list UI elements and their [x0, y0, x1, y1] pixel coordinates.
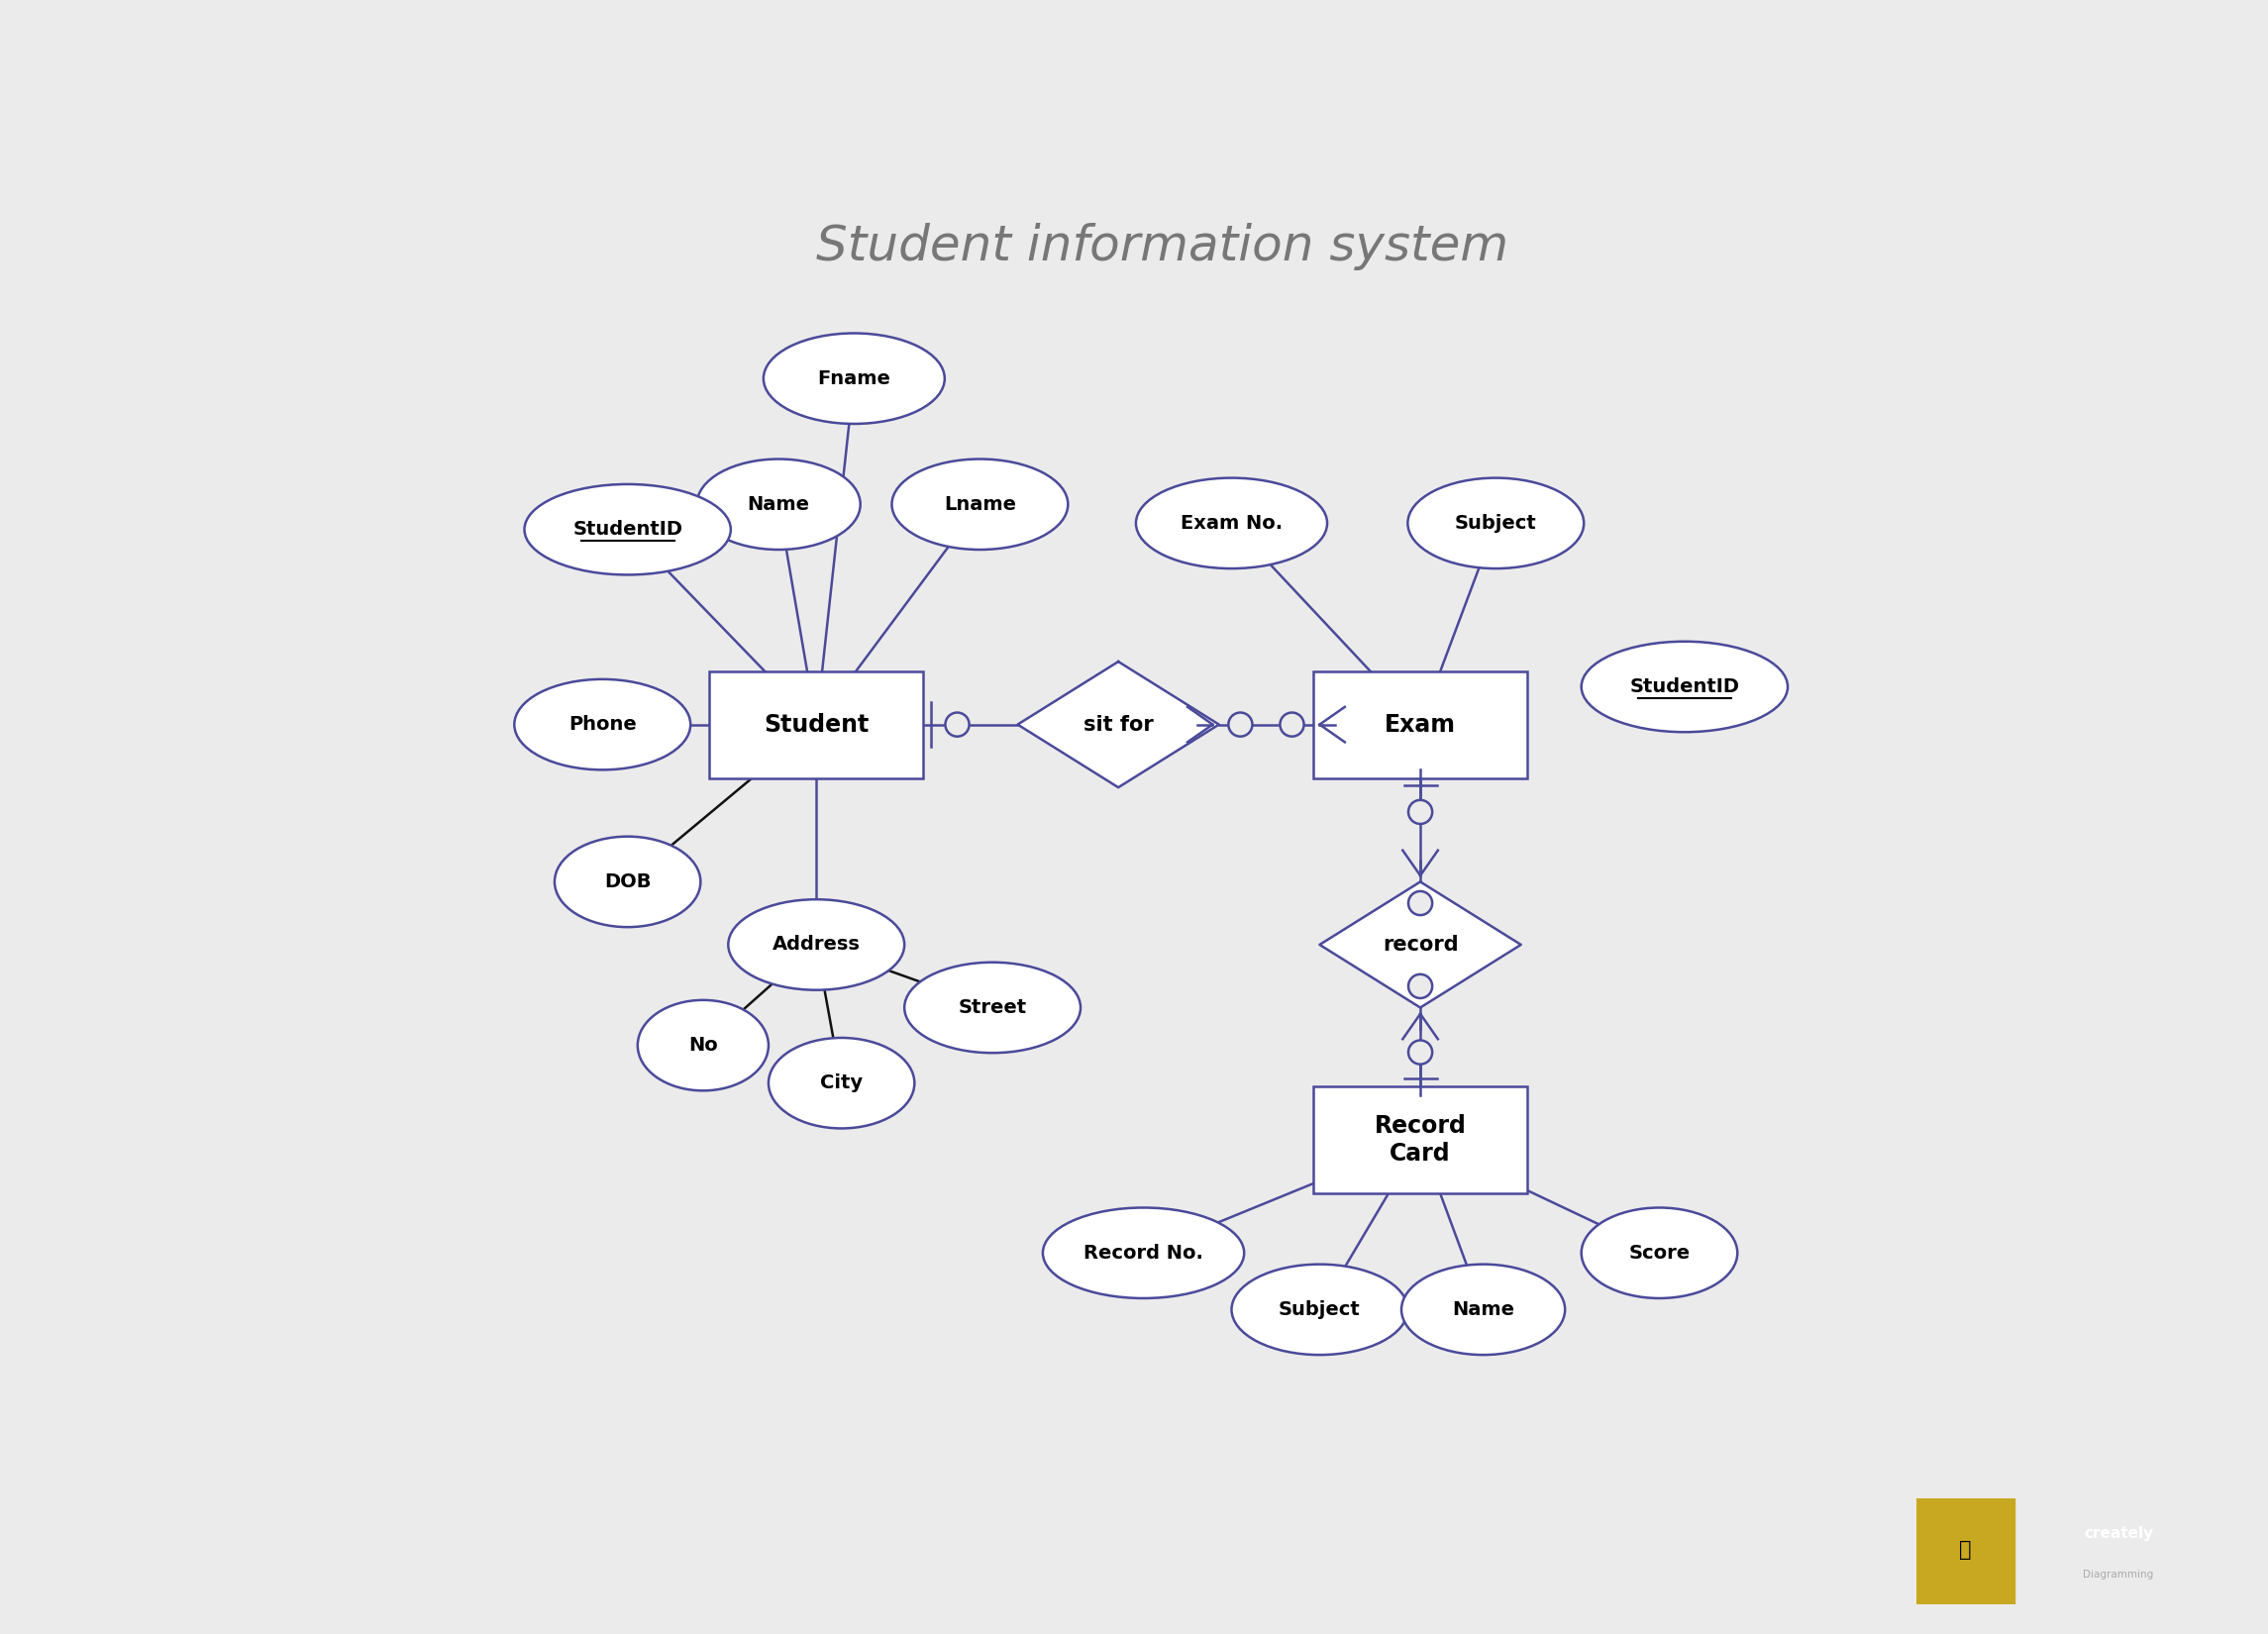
- Ellipse shape: [637, 1000, 769, 1090]
- Text: Student: Student: [764, 712, 869, 737]
- Ellipse shape: [515, 680, 689, 770]
- Bar: [1916, 1498, 2014, 1605]
- Ellipse shape: [1043, 1208, 1245, 1299]
- Text: Score: Score: [1628, 1243, 1690, 1263]
- Text: Record No.: Record No.: [1084, 1243, 1204, 1263]
- Text: DOB: DOB: [603, 873, 651, 891]
- Ellipse shape: [1581, 1208, 1737, 1299]
- Text: Student information system: Student information system: [816, 222, 1508, 270]
- Text: Street: Street: [959, 998, 1027, 1016]
- Text: StudentID: StudentID: [1631, 678, 1740, 696]
- Ellipse shape: [556, 837, 701, 926]
- Polygon shape: [1320, 882, 1522, 1008]
- Ellipse shape: [1232, 1265, 1408, 1355]
- Circle shape: [1408, 974, 1433, 998]
- Circle shape: [1408, 1041, 1433, 1064]
- Text: Name: Name: [748, 495, 810, 513]
- Text: Name: Name: [1452, 1301, 1515, 1319]
- Text: City: City: [821, 1074, 862, 1093]
- Bar: [1313, 1087, 1526, 1193]
- Text: Address: Address: [773, 935, 860, 954]
- Text: record: record: [1383, 935, 1458, 954]
- Text: Lname: Lname: [943, 495, 1016, 513]
- Bar: [1313, 672, 1526, 778]
- Circle shape: [1229, 712, 1252, 737]
- Text: Subject: Subject: [1454, 513, 1538, 533]
- Text: 💡: 💡: [1960, 1539, 1971, 1559]
- Circle shape: [1408, 891, 1433, 915]
- Text: StudentID: StudentID: [572, 520, 683, 539]
- Ellipse shape: [1136, 477, 1327, 569]
- Ellipse shape: [764, 333, 946, 423]
- Text: sit for: sit for: [1084, 714, 1154, 734]
- Ellipse shape: [905, 962, 1080, 1052]
- Circle shape: [946, 712, 968, 737]
- Text: Phone: Phone: [569, 716, 637, 734]
- Ellipse shape: [1408, 477, 1583, 569]
- Ellipse shape: [891, 459, 1068, 549]
- Text: Record
Card: Record Card: [1374, 1114, 1467, 1165]
- Circle shape: [1408, 801, 1433, 824]
- Text: Diagramming: Diagramming: [2084, 1570, 2155, 1580]
- Ellipse shape: [769, 1038, 914, 1129]
- Text: No: No: [689, 1036, 717, 1056]
- Ellipse shape: [728, 899, 905, 990]
- Ellipse shape: [1402, 1265, 1565, 1355]
- Polygon shape: [1018, 662, 1218, 788]
- Text: Fname: Fname: [816, 369, 891, 387]
- Bar: [710, 672, 923, 778]
- Ellipse shape: [524, 484, 730, 575]
- Text: Exam: Exam: [1386, 712, 1456, 737]
- Circle shape: [1279, 712, 1304, 737]
- Text: creately: creately: [2084, 1526, 2152, 1541]
- Text: Exam No.: Exam No.: [1179, 513, 1284, 533]
- Text: Subject: Subject: [1279, 1301, 1361, 1319]
- Ellipse shape: [1581, 642, 1787, 732]
- Ellipse shape: [696, 459, 860, 549]
